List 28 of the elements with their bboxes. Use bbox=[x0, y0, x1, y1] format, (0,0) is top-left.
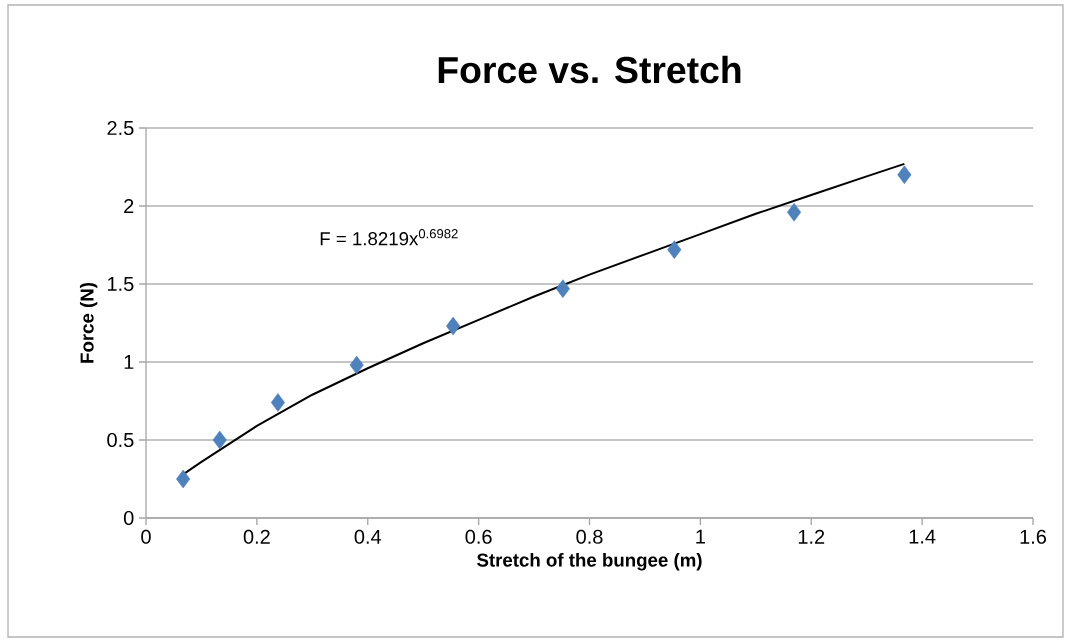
chart-title: Force vs. Stretch bbox=[438, 55, 741, 84]
x-tick-label: 0 bbox=[141, 529, 151, 544]
point bbox=[349, 355, 364, 375]
point bbox=[787, 202, 802, 222]
x-tick-label: 1.4 bbox=[909, 529, 936, 544]
point bbox=[897, 165, 912, 185]
point bbox=[270, 393, 285, 412]
y-tick-label: 1.5 bbox=[108, 277, 134, 291]
x-tick-label: 1.2 bbox=[798, 529, 825, 544]
y-axis-title: Force (N) bbox=[79, 282, 98, 363]
y-tick-label: 2 bbox=[124, 199, 134, 213]
y-tick-label: 1 bbox=[124, 355, 134, 369]
x-tick-label: 0.8 bbox=[576, 529, 603, 544]
x-tick-label: 0.6 bbox=[465, 529, 492, 544]
point bbox=[446, 316, 461, 336]
y-tick-label: 0 bbox=[123, 510, 134, 526]
x-axis-title: Stretch of the bungee (m) bbox=[477, 553, 702, 571]
point bbox=[667, 240, 682, 259]
point bbox=[555, 279, 570, 298]
x-tick-label: 1 bbox=[696, 529, 705, 544]
x-tick-label: 0.2 bbox=[243, 529, 270, 544]
y-tick-label: 2.5 bbox=[107, 120, 134, 136]
y-tick-label: 0.5 bbox=[107, 432, 134, 448]
x-tick-label: 1.6 bbox=[1020, 529, 1047, 544]
point bbox=[212, 430, 227, 450]
annotation: F = 1.8219x$^{0.6982}$ bbox=[320, 229, 458, 246]
x-tick-label: 0.4 bbox=[354, 529, 382, 544]
point bbox=[176, 469, 191, 489]
